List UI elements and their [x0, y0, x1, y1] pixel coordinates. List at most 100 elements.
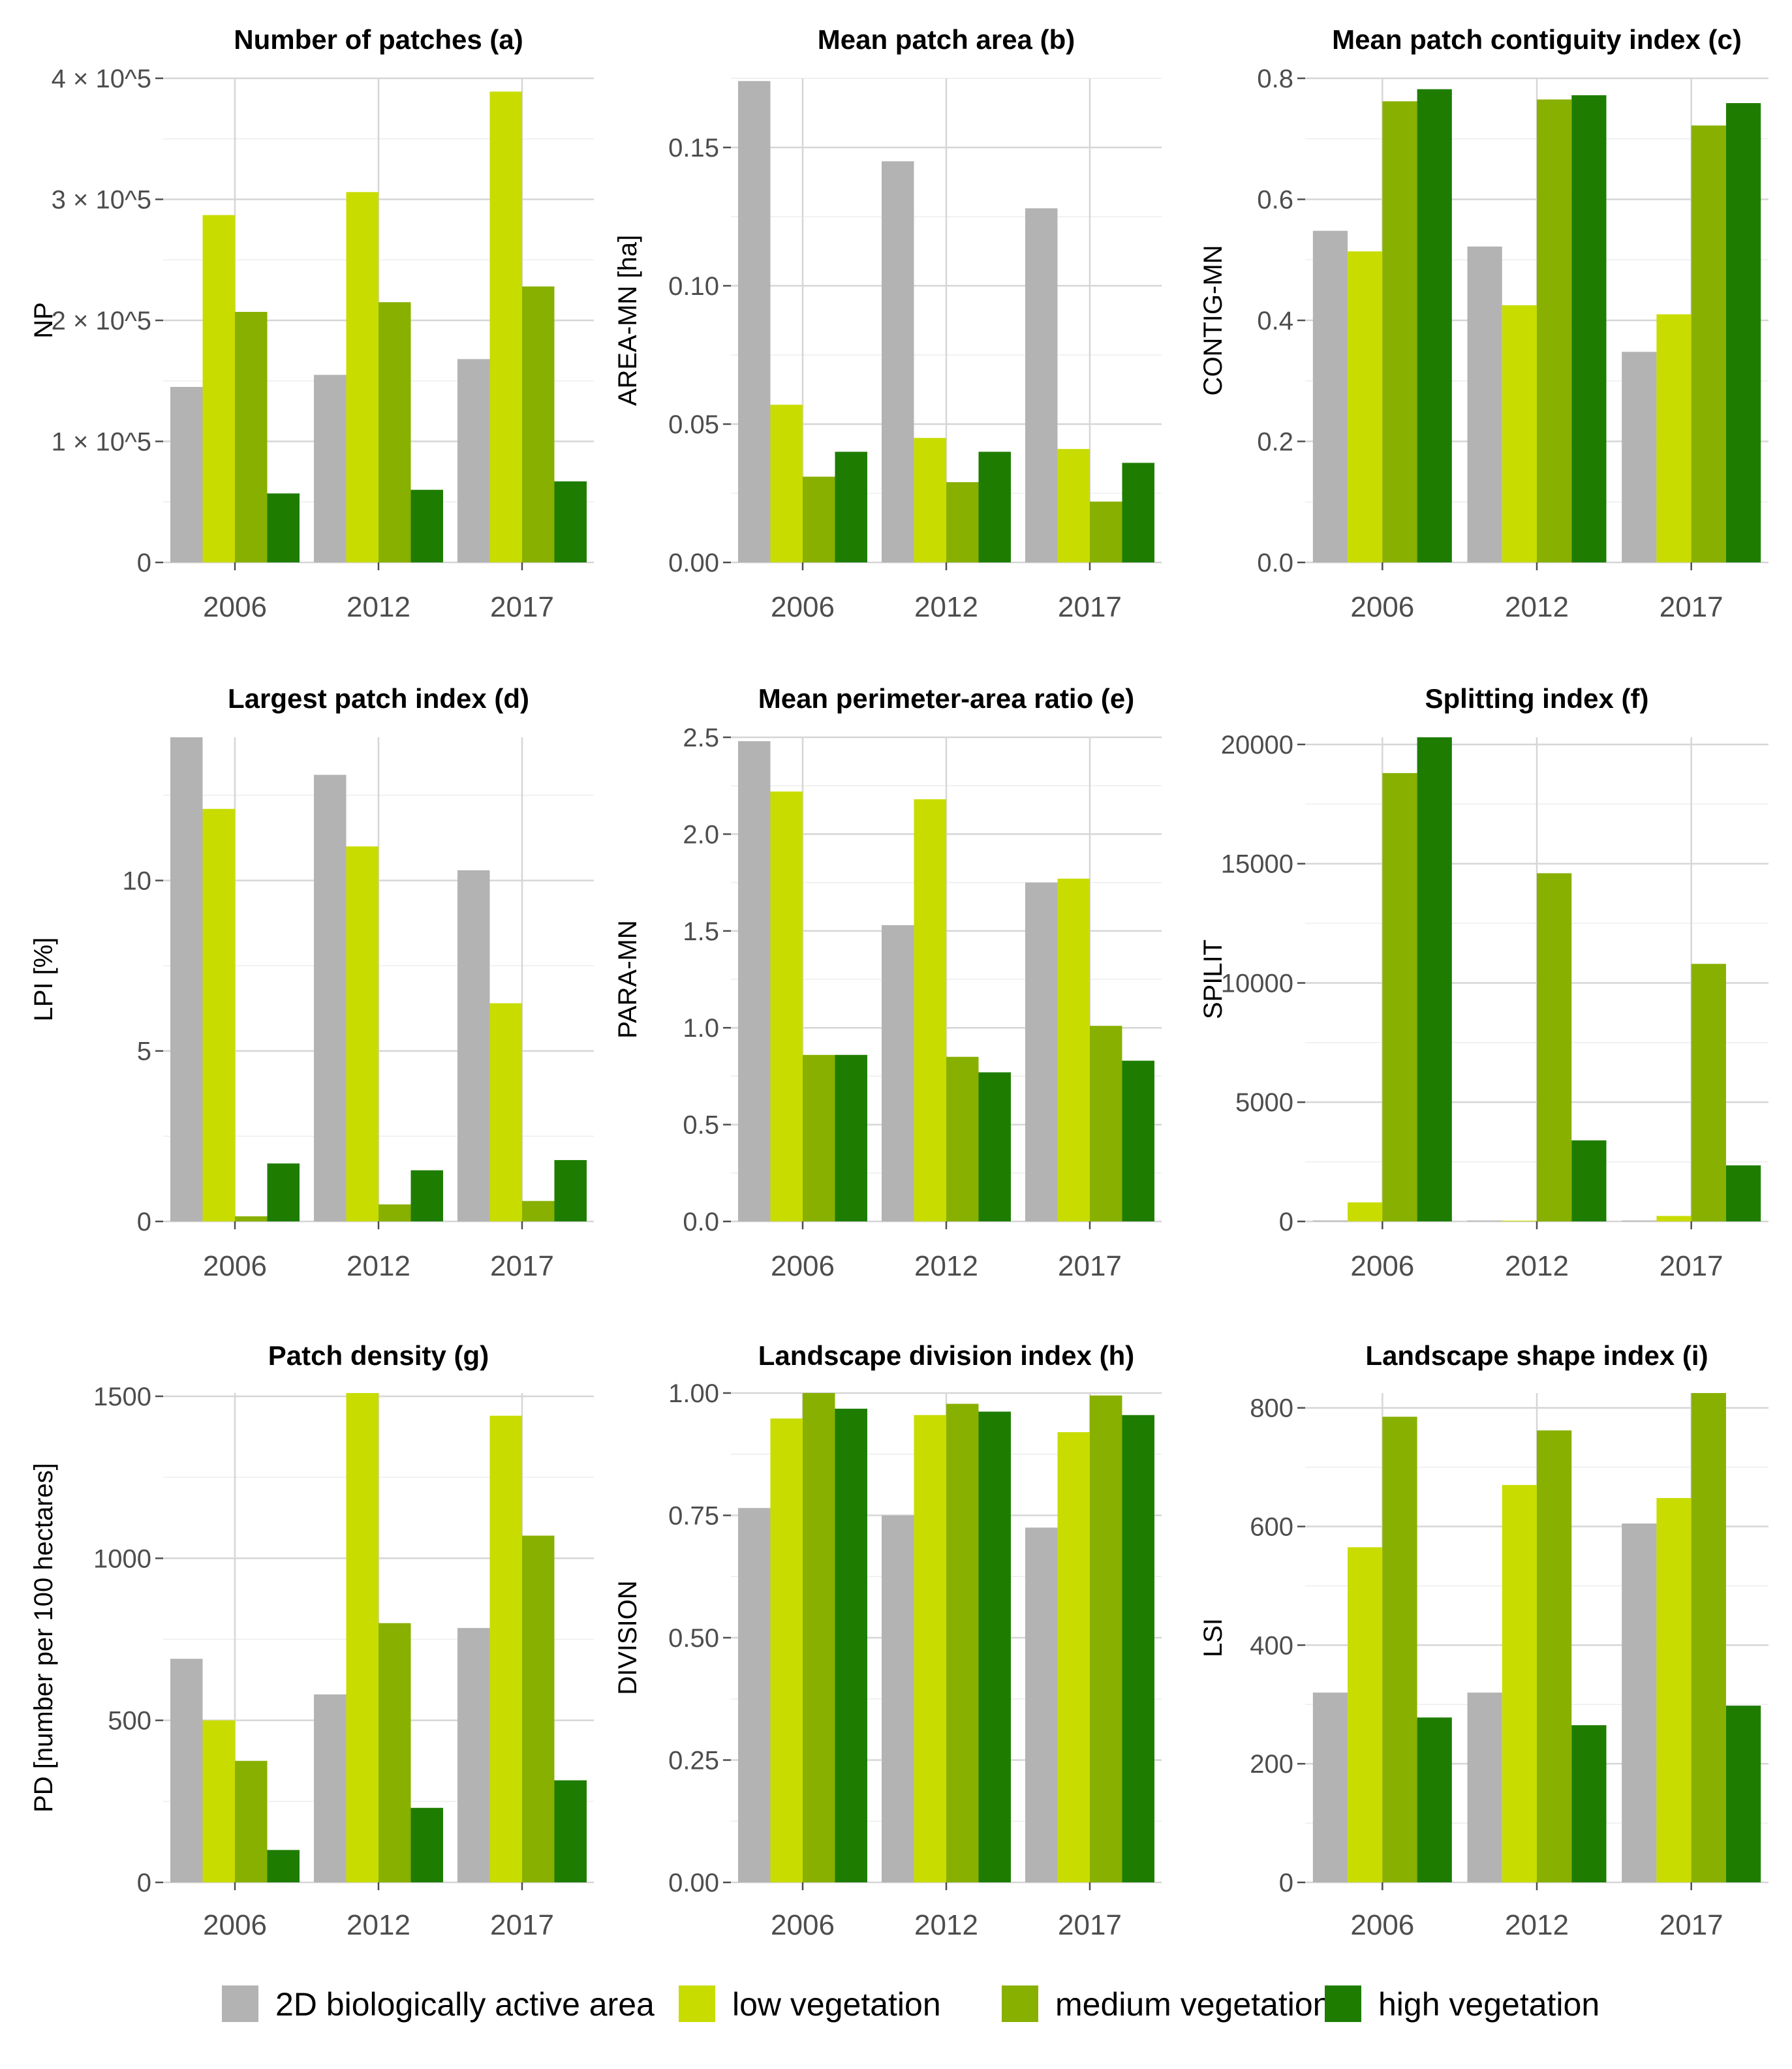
bar [346, 192, 378, 562]
bar [1122, 463, 1154, 562]
x-tick-label: 2012 [1505, 591, 1569, 623]
panel-title: Largest patch index (d) [228, 683, 529, 714]
bar [202, 1720, 235, 1882]
x-tick-label: 2017 [1058, 1250, 1122, 1282]
y-tick-label: 0.4 [1257, 307, 1293, 335]
chart-panel: Patch density (g) 0 500 1000 1500 2006 2012 201… [29, 1340, 594, 1941]
bar [1090, 1395, 1122, 1882]
y-tick-label: 0.25 [668, 1747, 719, 1775]
bar [346, 1393, 378, 1882]
x-tick-label: 2006 [203, 1250, 267, 1282]
x-tick-label: 2012 [1505, 1909, 1569, 1941]
y-tick-label: 0.2 [1257, 428, 1293, 457]
bar [235, 1216, 268, 1221]
y-axis-title: CONTIG-MN [1199, 245, 1228, 395]
bar [1467, 1693, 1502, 1882]
bar [882, 161, 914, 562]
y-tick-label: 200 [1250, 1750, 1293, 1779]
y-axis-title: PARA-MN [613, 920, 642, 1038]
y-tick-label: 400 [1250, 1631, 1293, 1660]
bar [1622, 352, 1657, 562]
bar [803, 1393, 835, 1882]
legend-swatch [679, 1985, 715, 2022]
bar [1691, 1393, 1726, 1882]
bar [1537, 873, 1572, 1221]
bar [770, 405, 803, 562]
y-tick-label: 2 × 10^5 [52, 307, 151, 335]
x-tick-label: 2012 [914, 591, 978, 623]
chart-panel: Mean perimeter-area ratio (e) 0.0 0.5 1.0 1.… [613, 683, 1162, 1282]
bar [170, 1659, 203, 1882]
bar [378, 302, 411, 562]
y-axis-title: SPILIT [1199, 940, 1228, 1019]
y-tick-label: 0.00 [668, 549, 719, 577]
bar [554, 481, 587, 562]
x-tick-label: 2006 [771, 1909, 835, 1941]
legend-label: high vegetation [1378, 1986, 1599, 2023]
bar [738, 1508, 771, 1882]
y-tick-label: 3 × 10^5 [52, 186, 151, 215]
bar [770, 1418, 803, 1882]
legend-label: 2D biologically active area [275, 1986, 655, 2023]
x-tick-label: 2017 [1660, 1909, 1723, 1941]
x-tick-label: 2012 [347, 1909, 410, 1941]
bar [522, 1535, 555, 1882]
bar [882, 925, 914, 1221]
bar [314, 774, 347, 1221]
chart-panel: Landscape shape index (i) 0 200 400 600 800 20… [1199, 1340, 1769, 1941]
bar [314, 1694, 347, 1882]
x-tick-label: 2017 [490, 1909, 554, 1941]
y-axis-title: AREA-MN [ha] [613, 235, 642, 406]
bar [1537, 99, 1572, 562]
bar [202, 215, 235, 562]
y-tick-label: 0 [1279, 1208, 1293, 1236]
y-axis-title: PD [number per 100 hectares] [29, 1463, 58, 1813]
bar [1691, 964, 1726, 1221]
y-tick-label: 500 [108, 1707, 151, 1736]
bar [1571, 1725, 1607, 1882]
y-tick-label: 0 [137, 1869, 151, 1897]
legend-label: low vegetation [732, 1986, 941, 2023]
bar [1348, 251, 1383, 562]
y-tick-label: 0.8 [1257, 65, 1293, 93]
bar [946, 482, 979, 562]
y-tick-label: 0.0 [1257, 549, 1293, 577]
bar [1691, 125, 1726, 563]
y-tick-label: 0.15 [668, 134, 719, 162]
y-tick-label: 20000 [1221, 731, 1293, 759]
panel-title: Mean perimeter-area ratio (e) [758, 683, 1135, 714]
y-tick-label: 1 × 10^5 [52, 428, 151, 457]
y-tick-label: 0.50 [668, 1624, 719, 1653]
panel-title: Splitting index (f) [1425, 683, 1649, 714]
bar [1057, 878, 1090, 1221]
y-tick-label: 5 [137, 1037, 151, 1066]
y-axis-title: NP [29, 302, 58, 339]
panel-title: Patch density (g) [268, 1340, 489, 1371]
legend-item: 2D biologically active area [222, 1985, 655, 2023]
bar [978, 1411, 1011, 1882]
bar [1090, 501, 1122, 562]
bar [170, 737, 203, 1221]
x-tick-label: 2017 [1058, 591, 1122, 623]
y-tick-label: 1500 [93, 1383, 151, 1411]
bar [1348, 1547, 1383, 1882]
bar [522, 1201, 555, 1221]
bar [1467, 246, 1502, 562]
y-tick-label: 10 [123, 866, 152, 895]
panel-title: Mean patch area (b) [818, 24, 1075, 55]
bar [770, 791, 803, 1221]
y-tick-label: 0.5 [683, 1111, 719, 1140]
bar [1571, 1140, 1607, 1221]
y-tick-label: 0 [137, 549, 151, 577]
bar [235, 1760, 268, 1882]
x-tick-label: 2012 [1505, 1250, 1569, 1282]
bar [1122, 1415, 1154, 1882]
bar [378, 1623, 411, 1882]
panel-title: Landscape division index (h) [758, 1340, 1134, 1371]
x-tick-label: 2017 [1058, 1909, 1122, 1941]
bar [1382, 1417, 1417, 1882]
legend-swatch [1325, 1985, 1361, 2022]
bar [1057, 449, 1090, 562]
bar [457, 870, 490, 1221]
